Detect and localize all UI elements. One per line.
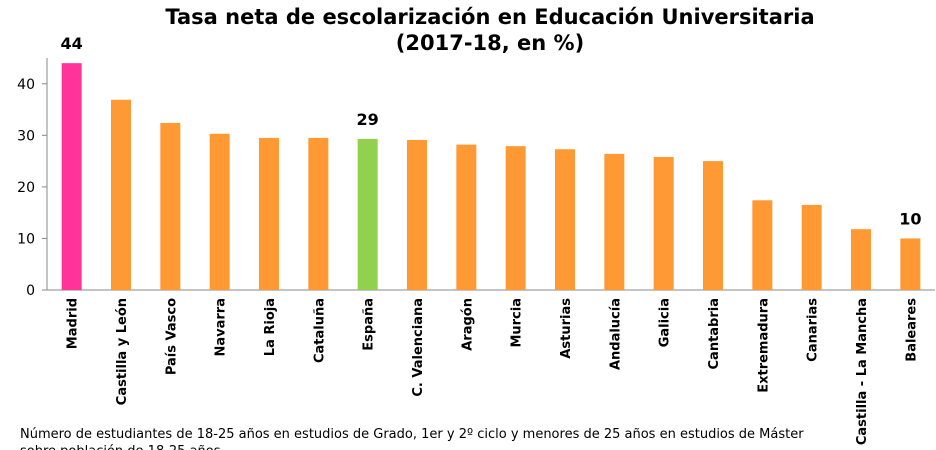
x-tick-label: C. Valenciana [411, 298, 426, 397]
footnote: Número de estudiantes de 18-25 años en e… [20, 427, 804, 450]
y-tick-label: 0 [26, 283, 35, 299]
x-tick-label: La Rioja [263, 298, 278, 356]
x-tick-label: Castilla y León [115, 298, 130, 405]
bar [900, 238, 921, 290]
bar [851, 229, 871, 290]
bar [407, 139, 427, 290]
x-tick-label: Canarias [806, 298, 821, 362]
bar [357, 138, 378, 290]
x-tick-label: España [362, 298, 377, 351]
bar [505, 146, 526, 290]
x-tick-label: Navarra [214, 298, 229, 357]
bar [653, 156, 674, 290]
value-label: 29 [357, 110, 379, 129]
y-tick-label: 40 [17, 77, 35, 93]
y-tick-label: 30 [17, 128, 35, 144]
x-tick-label: Cataluña [312, 298, 327, 363]
bar [604, 153, 625, 290]
x-tick-label: Cantabria [707, 298, 722, 370]
y-tick-label: 10 [17, 231, 35, 247]
x-tick-label: Madrid [66, 298, 81, 349]
chart-title: Tasa neta de escolarización en Educación… [165, 5, 814, 29]
bar [259, 137, 279, 290]
bar [61, 63, 82, 291]
x-tick-label: País Vasco [164, 298, 179, 375]
value-label: 10 [899, 209, 921, 228]
x-tick-label: Extremadura [756, 298, 771, 393]
bar [209, 133, 230, 290]
bar [801, 204, 822, 290]
bar [752, 200, 773, 290]
x-tick-label: Baleares [904, 298, 919, 362]
bar [456, 144, 477, 290]
x-tick-label: Castilla - La Mancha [855, 298, 870, 445]
value-label: 44 [61, 34, 83, 53]
x-tick-label: Aragón [460, 298, 475, 351]
bar [555, 149, 575, 290]
bar [160, 122, 181, 291]
x-tick-label: Andalucía [608, 298, 623, 370]
bar [111, 99, 131, 290]
bar [308, 137, 329, 290]
chart-title: (2017-18, en %) [396, 31, 584, 55]
x-tick-label: Asturias [559, 298, 574, 359]
y-tick-label: 20 [17, 180, 35, 196]
x-tick-label: Galicia [658, 298, 673, 347]
bar [703, 161, 723, 290]
x-tick-label: Murcia [510, 298, 525, 348]
